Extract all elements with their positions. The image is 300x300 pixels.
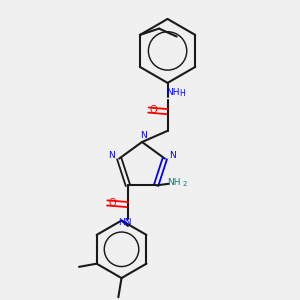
Text: NH: NH (167, 178, 180, 187)
Text: O: O (149, 105, 157, 115)
Text: N: N (140, 131, 147, 140)
Text: N: N (169, 151, 176, 160)
Text: N: N (108, 151, 115, 160)
Text: 2: 2 (183, 181, 187, 187)
Text: HN: HN (118, 218, 131, 227)
Text: O: O (108, 198, 116, 208)
Text: H: H (179, 88, 185, 98)
Text: NH: NH (167, 88, 180, 97)
